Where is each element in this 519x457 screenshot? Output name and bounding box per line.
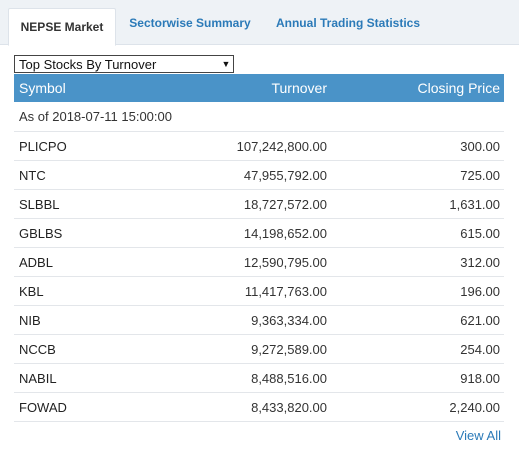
table-row: PLICPO 107,242,800.00 300.00 xyxy=(14,132,504,161)
table-row: FOWAD 8,433,820.00 2,240.00 xyxy=(14,393,504,422)
column-header-turnover: Turnover xyxy=(271,80,327,96)
turnover-cell: 9,363,334.00 xyxy=(251,312,327,328)
tab-bar: NEPSE Market Sectorwise Summary Annual T… xyxy=(0,0,519,46)
table-row: NABIL 8,488,516.00 918.00 xyxy=(14,364,504,393)
symbol-cell: NABIL xyxy=(19,370,57,386)
tab-nepse-market[interactable]: NEPSE Market xyxy=(8,8,116,46)
symbol-cell: KBL xyxy=(19,283,44,299)
symbol-cell: NIB xyxy=(19,312,41,328)
turnover-cell: 18,727,572.00 xyxy=(243,196,327,212)
turnover-cell: 11,417,763.00 xyxy=(244,283,327,299)
turnover-cell: 8,488,516.00 xyxy=(251,370,327,386)
stock-table-body: PLICPO 107,242,800.00 300.00 NTC 47,955,792.… xyxy=(14,132,504,422)
closing-price-cell: 254.00 xyxy=(460,341,500,357)
closing-price-cell: 918.00 xyxy=(460,370,500,386)
chevron-down-icon: ▼ xyxy=(221,59,231,69)
closing-price-cell: 312.00 xyxy=(460,254,500,270)
table-header: Symbol Turnover Closing Price xyxy=(14,74,504,102)
turnover-cell: 9,272,589.00 xyxy=(251,341,327,357)
symbol-cell: SLBBL xyxy=(19,196,60,212)
closing-price-cell: 2,240.00 xyxy=(449,399,500,415)
table-row: GBLBS 14,198,652.00 615.00 xyxy=(14,219,504,248)
closing-price-cell: 196.00 xyxy=(460,283,500,299)
tab-sectorwise-summary[interactable]: Sectorwise Summary xyxy=(129,15,251,30)
table-row: NTC 47,955,792.00 725.00 xyxy=(14,161,504,190)
symbol-cell: NCCB xyxy=(19,341,56,357)
column-header-symbol: Symbol xyxy=(19,80,66,96)
table-row: NIB 9,363,334.00 621.00 xyxy=(14,306,504,335)
closing-price-cell: 1,631.00 xyxy=(449,196,500,212)
symbol-cell: GBLBS xyxy=(19,225,63,241)
turnover-cell: 47,955,792.00 xyxy=(243,167,327,183)
symbol-cell: FOWAD xyxy=(19,399,67,415)
view-all-link[interactable]: View All xyxy=(455,428,501,443)
closing-price-cell: 300.00 xyxy=(460,138,500,154)
stock-filter-select[interactable]: Top Stocks By Turnover ▼ xyxy=(14,55,234,73)
column-header-closing-price: Closing Price xyxy=(417,80,500,96)
closing-price-cell: 725.00 xyxy=(460,167,500,183)
turnover-cell: 12,590,795.00 xyxy=(243,254,327,270)
turnover-cell: 107,242,800.00 xyxy=(236,138,327,154)
closing-price-cell: 621.00 xyxy=(460,312,500,328)
symbol-cell: NTC xyxy=(19,167,46,183)
table-row: ADBL 12,590,795.00 312.00 xyxy=(14,248,504,277)
closing-price-cell: 615.00 xyxy=(460,225,500,241)
symbol-cell: ADBL xyxy=(19,254,53,270)
symbol-cell: PLICPO xyxy=(19,138,67,154)
table-row: KBL 11,417,763.00 196.00 xyxy=(14,277,504,306)
table-row: NCCB 9,272,589.00 254.00 xyxy=(14,335,504,364)
table-row: SLBBL 18,727,572.00 1,631.00 xyxy=(14,190,504,219)
turnover-cell: 14,198,652.00 xyxy=(243,225,327,241)
turnover-cell: 8,433,820.00 xyxy=(251,399,327,415)
as-of-timestamp: As of 2018-07-11 15:00:00 xyxy=(14,102,504,132)
stock-filter-selected-value: Top Stocks By Turnover xyxy=(19,56,157,72)
tab-annual-trading-statistics[interactable]: Annual Trading Statistics xyxy=(275,15,421,30)
